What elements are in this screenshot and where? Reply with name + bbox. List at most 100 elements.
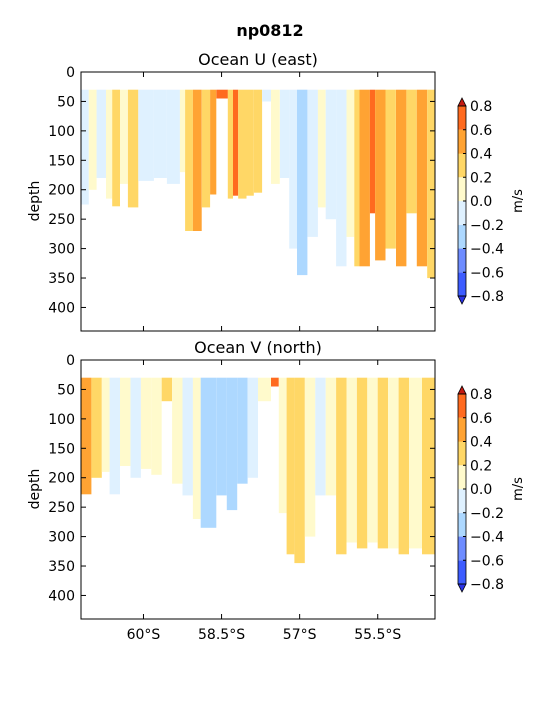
data-cell bbox=[325, 377, 337, 496]
plot-frame bbox=[80, 359, 436, 620]
data-cell bbox=[354, 89, 360, 267]
y-tick-label: 400 bbox=[48, 300, 75, 316]
y-tick-label: 300 bbox=[48, 530, 75, 546]
colorbar-tick-label: 0.8 bbox=[470, 387, 492, 403]
data-cell bbox=[185, 89, 193, 231]
colorbar-tick-label: 0.8 bbox=[470, 99, 492, 115]
data-cell bbox=[336, 377, 347, 555]
data-cell bbox=[216, 377, 227, 496]
data-cell bbox=[377, 377, 389, 549]
data-cell bbox=[346, 377, 357, 543]
data-cell bbox=[297, 89, 308, 276]
y-tick-label: 100 bbox=[48, 412, 75, 428]
colorbar-tick-label: −0.6 bbox=[470, 553, 504, 569]
data-cell bbox=[317, 89, 326, 208]
colorbar-tick-label: −0.8 bbox=[470, 577, 504, 593]
data-cell bbox=[182, 377, 193, 496]
data-cell bbox=[226, 377, 238, 511]
data-cell bbox=[279, 89, 290, 178]
panel-title-ocean-u: Ocean U (east) bbox=[198, 50, 318, 69]
data-cell bbox=[286, 377, 295, 555]
colorbar-tick-label: 0.6 bbox=[470, 123, 492, 139]
data-cell bbox=[109, 377, 120, 495]
y-tick-label: 350 bbox=[48, 559, 75, 575]
data-cell bbox=[367, 377, 378, 543]
colorbar-segment bbox=[458, 129, 466, 154]
data-cell bbox=[336, 89, 347, 267]
data-cell bbox=[406, 89, 417, 214]
colorbar-tick-label: 0.0 bbox=[470, 194, 492, 210]
y-tick-label: 400 bbox=[48, 588, 75, 604]
y-tick-label: 0 bbox=[66, 65, 75, 81]
data-cell bbox=[356, 377, 368, 549]
colorbar-ocean-u: 0.8 0.6 0.4 0.2 0.0 −0.2 −0.4 −0.6 −0.8 bbox=[457, 97, 504, 305]
data-cell bbox=[106, 89, 113, 199]
panel-ocean-u: Ocean U (east) depth 0 50 100 150 200 250 300 3… bbox=[27, 50, 526, 332]
data-cell bbox=[120, 89, 128, 184]
plot-frame bbox=[80, 71, 436, 332]
y-tick-label: 350 bbox=[48, 271, 75, 287]
data-cell bbox=[210, 89, 217, 195]
data-cell bbox=[200, 377, 217, 528]
y-axis-label-ocean-u: depth bbox=[27, 181, 43, 222]
colorbar-segment bbox=[458, 224, 466, 249]
data-cell bbox=[307, 89, 318, 237]
colorbar-tick-label: −0.2 bbox=[470, 506, 504, 522]
data-cell bbox=[91, 377, 102, 478]
data-cell bbox=[112, 89, 120, 207]
data-cell bbox=[315, 377, 326, 496]
data-cell bbox=[192, 89, 202, 231]
data-cell bbox=[422, 377, 435, 555]
data-cell bbox=[304, 377, 316, 537]
colorbar-ocean-v: 0.8 0.6 0.4 0.2 0.0 −0.2 −0.4 −0.6 −0.8 bbox=[457, 385, 504, 593]
data-cell bbox=[416, 89, 428, 267]
data-cell bbox=[192, 377, 201, 519]
figure-title: np0812 bbox=[236, 21, 303, 40]
y-tick-label: 250 bbox=[48, 212, 75, 228]
data-cell bbox=[88, 89, 97, 190]
colorbar-tick-label: 0.0 bbox=[470, 482, 492, 498]
colorbar-over-arrow bbox=[457, 97, 467, 107]
y-tick-label: 250 bbox=[48, 500, 75, 516]
y-tick-label: 300 bbox=[48, 242, 75, 258]
y-tick-label: 50 bbox=[57, 94, 75, 110]
colorbar-tick-label: 0.4 bbox=[470, 435, 492, 451]
data-cell bbox=[427, 89, 435, 279]
data-cell bbox=[81, 377, 92, 495]
data-cell bbox=[262, 89, 272, 102]
colorbar-over-arrow bbox=[457, 385, 467, 395]
data-cell bbox=[375, 89, 386, 261]
colorbar-segment bbox=[458, 560, 466, 585]
colorbar-tick-label: −0.4 bbox=[470, 530, 504, 546]
colorbar-tick-label: 0.2 bbox=[470, 170, 492, 186]
data-cell bbox=[216, 89, 228, 99]
data-cell bbox=[388, 377, 399, 549]
data-cell bbox=[130, 377, 141, 478]
data-cell bbox=[166, 89, 180, 184]
data-cell bbox=[233, 89, 239, 196]
data-cell bbox=[96, 89, 106, 178]
colorbar-segment bbox=[458, 153, 466, 178]
colorbar-segment bbox=[458, 201, 466, 225]
data-cell bbox=[179, 89, 186, 173]
x-tick-label: 57°S bbox=[283, 627, 317, 643]
colorbar-tick-label: −0.2 bbox=[470, 218, 504, 234]
y-tick-label: 150 bbox=[48, 441, 75, 457]
data-cell bbox=[409, 377, 422, 549]
colorbar-tick-label: 0.2 bbox=[470, 458, 492, 474]
colorbar-segment bbox=[458, 489, 466, 513]
x-tick-label: 55.5°S bbox=[354, 627, 401, 643]
data-cell bbox=[120, 377, 131, 466]
data-cell bbox=[127, 89, 139, 208]
y-tick-label: 200 bbox=[48, 183, 75, 199]
colorbar-segment bbox=[458, 106, 466, 130]
y-tick-label: 150 bbox=[48, 153, 75, 169]
data-cell bbox=[369, 89, 376, 214]
colorbar-label-ocean-u: m/s bbox=[511, 189, 526, 213]
x-tick-label: 58.5°S bbox=[198, 627, 245, 643]
colorbar-tick-label: −0.6 bbox=[470, 265, 504, 281]
panel-title-ocean-v: Ocean V (north) bbox=[194, 338, 322, 357]
y-tick-label: 100 bbox=[48, 124, 75, 140]
colorbar-tick-label: 0.6 bbox=[470, 411, 492, 427]
colorbar-tick-label: −0.4 bbox=[470, 242, 504, 258]
